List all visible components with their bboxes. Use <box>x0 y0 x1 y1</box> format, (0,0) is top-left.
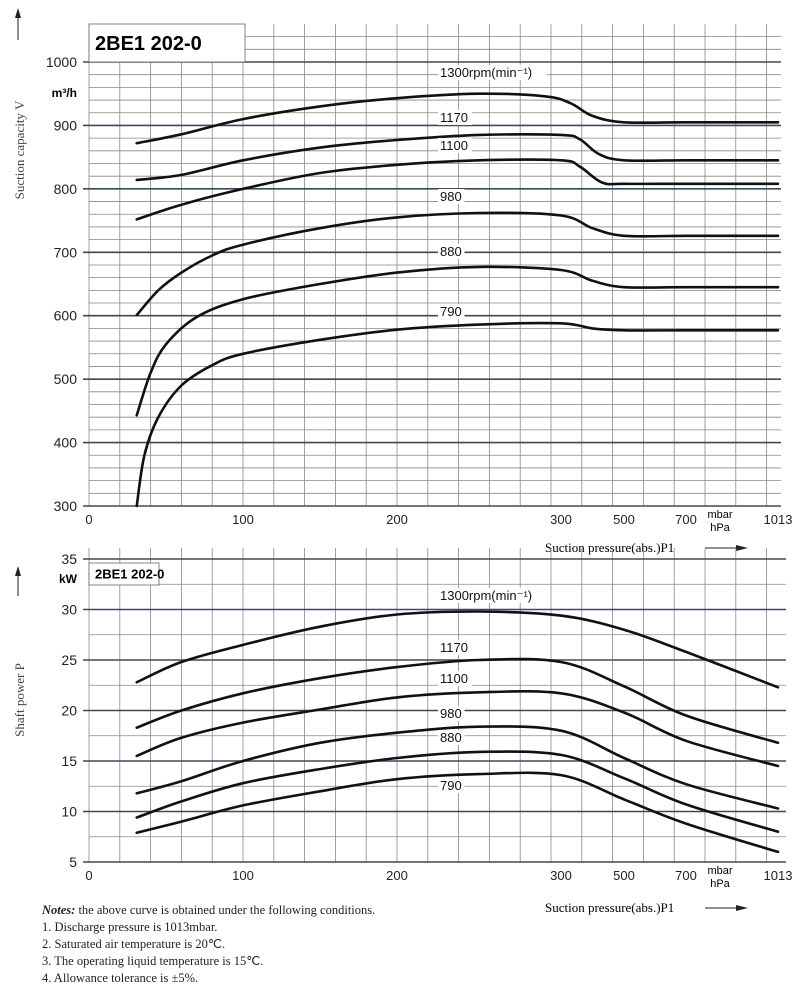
y-axis-arrow-icon <box>15 8 21 18</box>
series-label: 880 <box>440 244 462 259</box>
x-unit-label: mbar <box>707 865 732 877</box>
series-line-790 <box>135 771 780 854</box>
x-tick-label: 700 <box>675 868 697 883</box>
series-label-bg <box>438 671 472 686</box>
y-tick-label: 25 <box>61 652 77 668</box>
x-tick-label: 100 <box>232 512 254 527</box>
series-line-980 <box>135 211 780 317</box>
series-line-1300rpmmin <box>135 92 780 145</box>
y-tick-label: 300 <box>54 498 78 514</box>
series-label: 1300rpm(min⁻¹) <box>440 588 532 603</box>
chart-title: 2BE1 202-0 <box>95 567 164 582</box>
series-line-790 <box>135 321 780 508</box>
x-tick-label: 1013 <box>764 868 793 883</box>
note-item: 4. Allowance tolerance is ±5%. <box>42 971 199 985</box>
series-line-880 <box>135 750 780 833</box>
series-line-1170 <box>135 657 780 745</box>
note-item: 1. Discharge pressure is 1013mbar. <box>42 920 218 934</box>
series-label: 1170 <box>440 110 468 125</box>
series-label-bg <box>438 244 465 259</box>
notes: Notes: the above curve is obtained under… <box>42 902 375 987</box>
series-line-1170 <box>135 133 780 182</box>
y-axis-arrow-icon <box>15 566 21 576</box>
x-tick-label: 500 <box>613 512 635 527</box>
x-unit-label: hPa <box>710 522 730 534</box>
chart-title-box <box>88 23 246 63</box>
series-label-bg <box>438 65 547 80</box>
y-unit-label: kW <box>59 572 78 586</box>
series-label: 1300rpm(min⁻¹) <box>440 65 532 80</box>
y-tick-label: 400 <box>54 435 78 451</box>
y-tick-label: 20 <box>61 703 77 719</box>
note-item: 2. Saturated air temperature is 20℃. <box>42 937 226 951</box>
x-tick-label: 300 <box>550 512 572 527</box>
series-label-bg <box>438 588 547 603</box>
x-tick-label: 1013 <box>764 512 793 527</box>
series-line-880 <box>135 265 780 417</box>
y-axis-title: Suction capacity V <box>12 100 27 199</box>
y-tick-label: 15 <box>61 753 77 769</box>
y-tick-label: 700 <box>54 244 78 260</box>
x-tick-label: 200 <box>386 868 408 883</box>
y-unit-label: m³/h <box>52 86 77 100</box>
series-label: 980 <box>440 706 462 721</box>
notes-intro: Notes: the above curve is obtained under… <box>42 902 375 919</box>
x-tick-label: 700 <box>675 512 697 527</box>
y-tick-label: 1000 <box>46 54 77 70</box>
y-tick-label: 10 <box>61 804 77 820</box>
shaft-power-chart: 5 10 15 20 25 30 35 0 100 200 300 500 700 1013 mbarhPa… <box>12 548 792 915</box>
series-label-bg <box>438 778 465 793</box>
series-line-1300rpmmin <box>135 610 780 689</box>
series-label: 1100 <box>440 138 468 153</box>
y-tick-label: 600 <box>54 308 78 324</box>
series-label-bg <box>438 706 465 721</box>
x-tick-label: 200 <box>386 512 408 527</box>
series-label: 790 <box>440 304 462 319</box>
notes-heading: Notes: <box>42 903 76 917</box>
x-axis-arrow-icon <box>736 545 748 551</box>
series-label: 1170 <box>440 640 468 655</box>
x-unit-label: hPa <box>710 878 730 890</box>
series-label-bg <box>438 138 472 153</box>
notes-intro-text: the above curve is obtained under the fo… <box>75 903 376 917</box>
series-label-bg <box>438 189 465 204</box>
series-label-bg <box>438 110 472 125</box>
note-item: 3. The operating liquid temperature is 1… <box>42 954 264 968</box>
y-tick-label: 500 <box>54 371 78 387</box>
series-label: 880 <box>440 730 462 745</box>
x-tick-label: 0 <box>85 512 92 527</box>
x-tick-label: 100 <box>232 868 254 883</box>
series-line-980 <box>135 725 780 810</box>
y-tick-label: 30 <box>61 602 77 618</box>
y-tick-label: 5 <box>69 854 77 870</box>
x-tick-label: 0 <box>85 868 92 883</box>
chart-title: 2BE1 202-0 <box>95 33 202 55</box>
y-tick-label: 900 <box>54 117 78 133</box>
chart-title-box <box>88 562 160 586</box>
x-axis-arrow-icon <box>736 905 748 911</box>
series-label: 980 <box>440 189 462 204</box>
x-tick-label: 500 <box>613 868 635 883</box>
x-axis-title: Suction pressure(abs.)P1 <box>545 540 674 555</box>
series-label: 1100 <box>440 671 468 686</box>
x-axis-title: Suction pressure(abs.)P1 <box>545 900 674 915</box>
x-tick-label: 300 <box>550 868 572 883</box>
y-tick-label: 35 <box>61 551 77 567</box>
suction-capacity-chart: 300 400 500 600 700 800 900 1000 0 100 200 300 500 70… <box>12 8 792 555</box>
y-tick-label: 800 <box>54 181 78 197</box>
series-line-1100 <box>135 158 780 221</box>
series-line-1100 <box>135 690 780 768</box>
y-axis-title: Shaft power P <box>12 663 27 737</box>
series-label-bg <box>438 730 465 745</box>
series-label: 790 <box>440 778 462 793</box>
series-label-bg <box>438 304 465 319</box>
x-unit-label: mbar <box>707 509 732 521</box>
series-label-bg <box>438 640 472 655</box>
